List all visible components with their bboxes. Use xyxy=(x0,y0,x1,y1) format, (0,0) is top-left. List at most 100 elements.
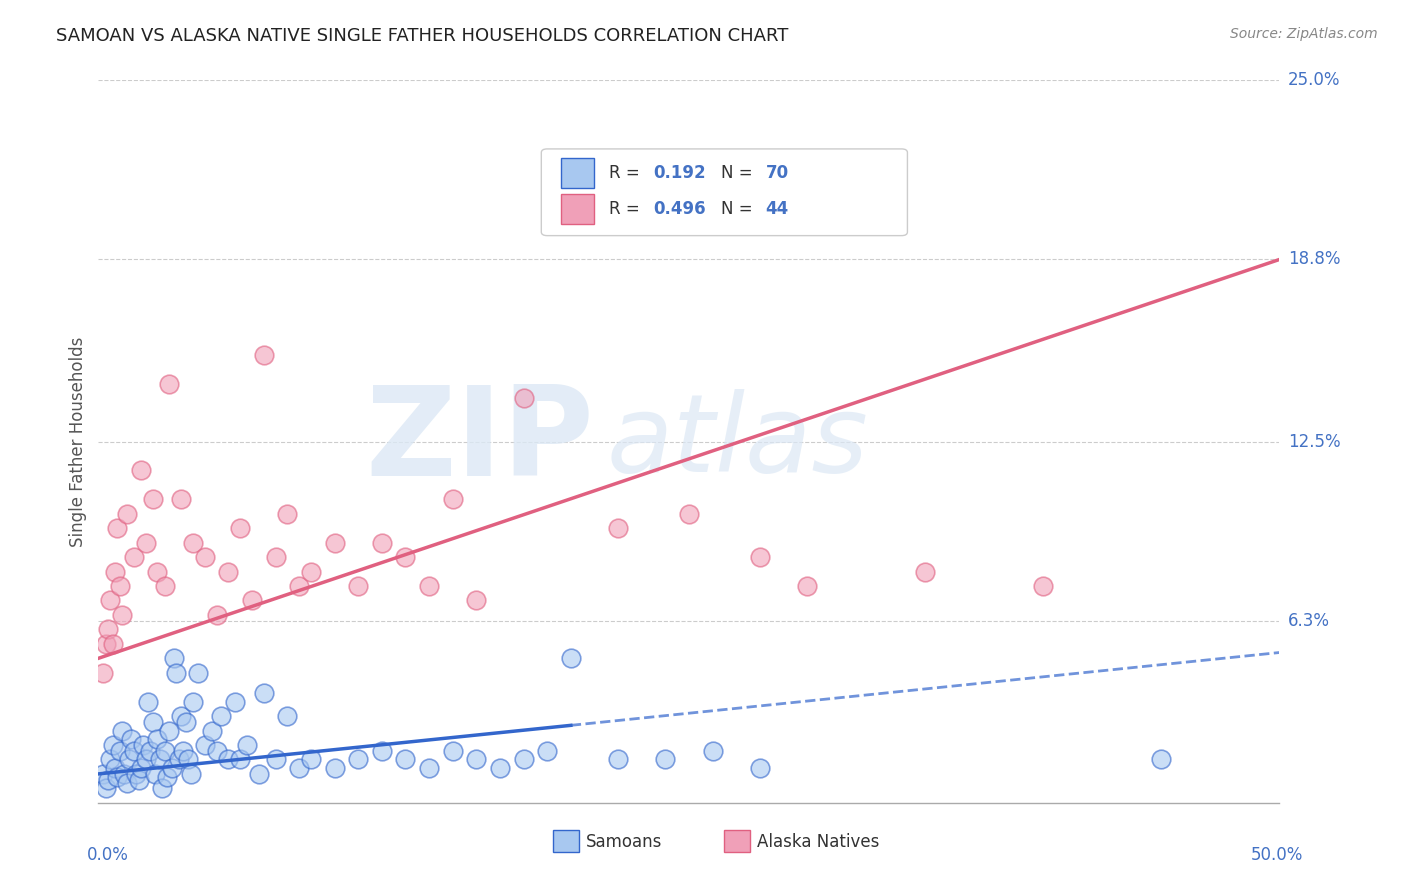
Point xyxy=(914,565,936,579)
Point xyxy=(253,348,276,362)
Point xyxy=(229,752,252,766)
Point xyxy=(264,752,287,766)
Point xyxy=(465,752,488,766)
Point xyxy=(678,507,700,521)
Point xyxy=(170,709,193,723)
Point xyxy=(347,579,370,593)
Point xyxy=(108,579,131,593)
Point xyxy=(276,507,298,521)
Point xyxy=(122,744,145,758)
Text: 50.0%: 50.0% xyxy=(1251,847,1303,864)
Point xyxy=(441,492,464,507)
Point xyxy=(97,623,120,637)
Point xyxy=(167,752,190,766)
Text: Alaska Natives: Alaska Natives xyxy=(758,833,880,851)
Point xyxy=(108,744,131,758)
Text: 70: 70 xyxy=(766,164,789,182)
Bar xyxy=(553,830,579,852)
Point xyxy=(146,565,169,579)
Point xyxy=(172,744,194,758)
Point xyxy=(512,391,534,405)
Text: 0.192: 0.192 xyxy=(654,164,706,182)
Point xyxy=(132,738,155,752)
Point xyxy=(174,714,197,729)
Point xyxy=(371,535,394,549)
Point xyxy=(1150,752,1173,766)
Point xyxy=(418,761,440,775)
Point xyxy=(104,565,127,579)
Point xyxy=(149,752,172,766)
Point xyxy=(163,651,186,665)
Point xyxy=(156,770,179,784)
Point xyxy=(205,607,228,622)
Point xyxy=(105,770,128,784)
Text: R =: R = xyxy=(609,200,644,218)
Text: 0.0%: 0.0% xyxy=(87,847,128,864)
Point xyxy=(153,744,176,758)
Point xyxy=(512,752,534,766)
Point xyxy=(122,550,145,565)
Point xyxy=(181,535,204,549)
Bar xyxy=(724,830,751,852)
Point xyxy=(299,565,322,579)
Point xyxy=(217,565,239,579)
Point xyxy=(150,781,173,796)
Point xyxy=(224,695,246,709)
Point xyxy=(489,761,512,775)
Point xyxy=(146,732,169,747)
Point xyxy=(264,550,287,565)
Point xyxy=(170,492,193,507)
Point xyxy=(209,709,232,723)
Point xyxy=(101,738,124,752)
Point xyxy=(129,761,152,775)
Point xyxy=(654,752,676,766)
Point xyxy=(135,752,157,766)
Point xyxy=(142,714,165,729)
Point xyxy=(98,752,121,766)
Text: 44: 44 xyxy=(766,200,789,218)
Point xyxy=(194,738,217,752)
Point xyxy=(536,744,558,758)
Bar xyxy=(561,158,595,188)
Point xyxy=(560,218,582,232)
Point xyxy=(347,752,370,766)
Point xyxy=(702,744,724,758)
Point xyxy=(253,686,276,700)
Text: Samoans: Samoans xyxy=(586,833,662,851)
Point xyxy=(240,593,263,607)
Text: N =: N = xyxy=(721,164,758,182)
Point xyxy=(136,695,159,709)
Point xyxy=(288,761,311,775)
Point xyxy=(247,767,270,781)
Y-axis label: Single Father Households: Single Father Households xyxy=(69,336,87,547)
Point xyxy=(112,767,135,781)
Point xyxy=(276,709,298,723)
Text: 25.0%: 25.0% xyxy=(1288,71,1340,89)
Point xyxy=(236,738,259,752)
FancyBboxPatch shape xyxy=(541,149,907,235)
Text: 0.496: 0.496 xyxy=(654,200,706,218)
Text: 18.8%: 18.8% xyxy=(1288,251,1340,268)
Point xyxy=(288,579,311,593)
Point xyxy=(165,665,187,680)
Point xyxy=(94,637,117,651)
Point xyxy=(194,550,217,565)
Point xyxy=(181,695,204,709)
Point xyxy=(128,772,150,787)
Text: N =: N = xyxy=(721,200,758,218)
Point xyxy=(157,723,180,738)
Point xyxy=(560,651,582,665)
Point xyxy=(135,535,157,549)
Point xyxy=(177,752,200,766)
Point xyxy=(97,772,120,787)
Point xyxy=(229,521,252,535)
Point xyxy=(418,579,440,593)
Point xyxy=(139,744,162,758)
Point xyxy=(441,744,464,758)
Point xyxy=(323,761,346,775)
Point xyxy=(299,752,322,766)
Text: R =: R = xyxy=(609,164,644,182)
Point xyxy=(323,535,346,549)
Point xyxy=(111,607,134,622)
Bar xyxy=(561,194,595,224)
